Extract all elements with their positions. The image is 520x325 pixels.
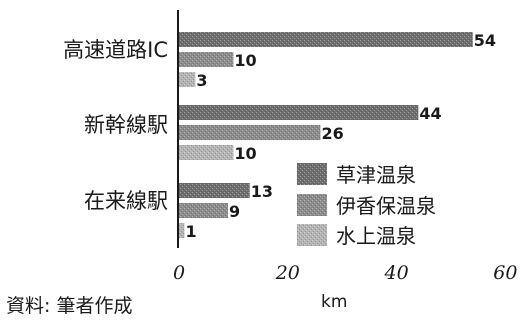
data-label-3-1: 13 <box>251 182 273 201</box>
bar-texture-1-1 <box>179 32 473 47</box>
data-label-2-2: 26 <box>321 124 343 143</box>
data-label-2-3: 10 <box>234 144 256 163</box>
data-label-1-2: 10 <box>234 51 256 70</box>
data-label-1-1: 54 <box>474 31 496 50</box>
bars-layer: 54 10 3 44 26 10 13 9 1 <box>179 31 496 241</box>
category-label-3: 在来線駅 <box>84 189 168 213</box>
category-label-1: 高速道路IC <box>63 38 168 62</box>
legend-label-2: 伊香保温泉 <box>336 194 436 218</box>
bar-texture-3-2 <box>179 203 228 218</box>
legend-label-3: 水上温泉 <box>336 224 416 248</box>
data-label-2-1: 44 <box>419 104 441 123</box>
data-label-3-2: 9 <box>229 202 240 221</box>
category-label-2: 新幹線駅 <box>84 113 168 137</box>
x-axis-unit-label: km <box>321 292 348 312</box>
x-tick-label-3: 40 <box>384 262 409 284</box>
bar-texture-2-3 <box>179 145 234 160</box>
bar-texture-2-2 <box>179 125 321 140</box>
source-note: 資料: 筆者作成 <box>6 295 133 317</box>
legend-label-1: 草津温泉 <box>336 163 416 187</box>
legend-swatch-texture-2 <box>297 194 327 216</box>
x-tick-label-2: 20 <box>275 262 300 284</box>
x-tick-label-1: 0 <box>173 262 185 284</box>
data-label-3-3: 1 <box>185 222 196 241</box>
x-tick-label-4: 60 <box>493 262 517 284</box>
bar-texture-3-1 <box>179 183 250 198</box>
bar-texture-3-3 <box>179 223 185 238</box>
data-label-1-3: 3 <box>196 71 207 90</box>
bar-texture-2-1 <box>179 105 419 120</box>
bar-texture-1-3 <box>179 72 196 87</box>
legend-swatch-texture-1 <box>297 163 327 185</box>
legend-swatch-texture-3 <box>297 224 327 246</box>
x-tick-labels: 0 20 40 60 <box>173 262 518 284</box>
bar-texture-1-2 <box>179 52 234 67</box>
